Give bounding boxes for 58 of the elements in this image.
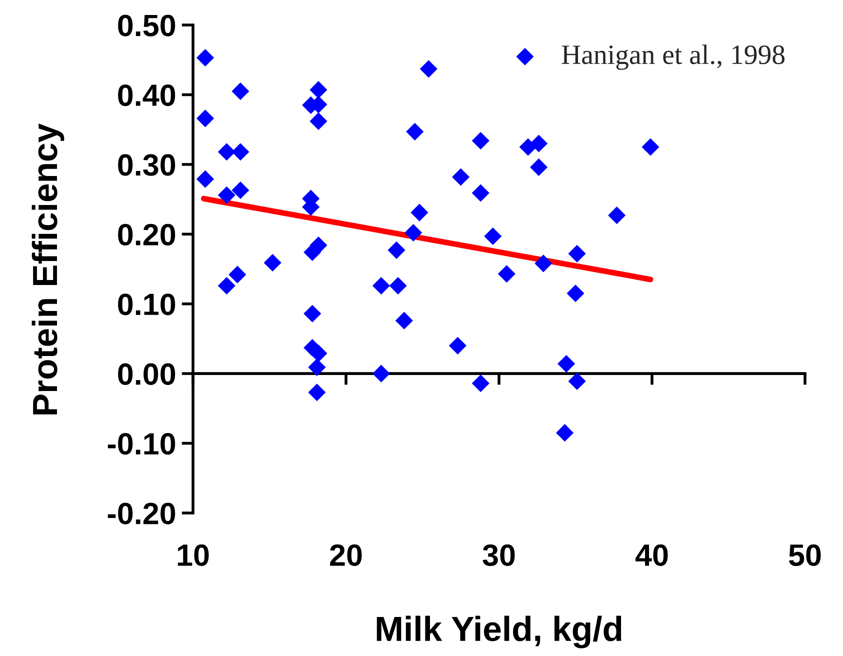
- point: [196, 48, 214, 67]
- x-axis-title: Milk Yield, kg/d: [376, 616, 622, 648]
- point: [372, 364, 390, 382]
- y-tick-label: 0.50: [118, 14, 176, 36]
- point: [406, 122, 424, 140]
- point: [452, 168, 470, 186]
- point: [388, 241, 406, 259]
- y-tick-label: 0.20: [118, 224, 176, 246]
- point: [556, 424, 574, 442]
- point: [304, 304, 322, 322]
- point: [498, 265, 516, 283]
- point: [642, 138, 660, 156]
- legend-label: Hanigan et al., 1998: [562, 44, 784, 70]
- point: [310, 112, 328, 130]
- y-axis-title: Protein Efficiency: [32, 124, 64, 414]
- y-tick-label: -0.20: [108, 502, 176, 524]
- x-tick-label: 50: [788, 544, 821, 566]
- point: [472, 184, 490, 202]
- x-tick-label: 10: [178, 544, 209, 566]
- x-tick-label: 20: [330, 544, 362, 566]
- point: [372, 276, 390, 295]
- point: [608, 206, 626, 224]
- y-tick-label: 0.30: [118, 154, 176, 176]
- y-tick-label: -0.10: [108, 433, 176, 455]
- point: [196, 110, 214, 128]
- point: [558, 355, 576, 373]
- point: [389, 276, 407, 295]
- point: [232, 143, 250, 161]
- x-tick-label: 40: [635, 544, 668, 566]
- point: [308, 358, 326, 376]
- point: [308, 384, 326, 402]
- point: [264, 254, 282, 272]
- point: [232, 82, 250, 100]
- point: [218, 143, 236, 161]
- point: [395, 312, 413, 330]
- point: [472, 132, 490, 150]
- point: [568, 372, 586, 390]
- point: [196, 170, 214, 188]
- point: [218, 186, 236, 204]
- point: [530, 158, 548, 176]
- point: [472, 374, 490, 392]
- point: [530, 134, 548, 152]
- point: [568, 244, 586, 262]
- y-tick-label: 0.40: [118, 84, 176, 106]
- point: [232, 181, 250, 200]
- point: [566, 284, 584, 302]
- point: [484, 227, 502, 246]
- point: [218, 276, 236, 295]
- point: [310, 81, 328, 99]
- x-tick-label: 30: [482, 544, 515, 566]
- point: [534, 254, 552, 272]
- point: [228, 266, 246, 284]
- point: [420, 60, 438, 78]
- y-tick-label: 0.10: [118, 294, 176, 316]
- point: [448, 336, 466, 354]
- point: [404, 224, 422, 242]
- point: [410, 204, 428, 222]
- y-tick-label: 0.00: [118, 363, 176, 385]
